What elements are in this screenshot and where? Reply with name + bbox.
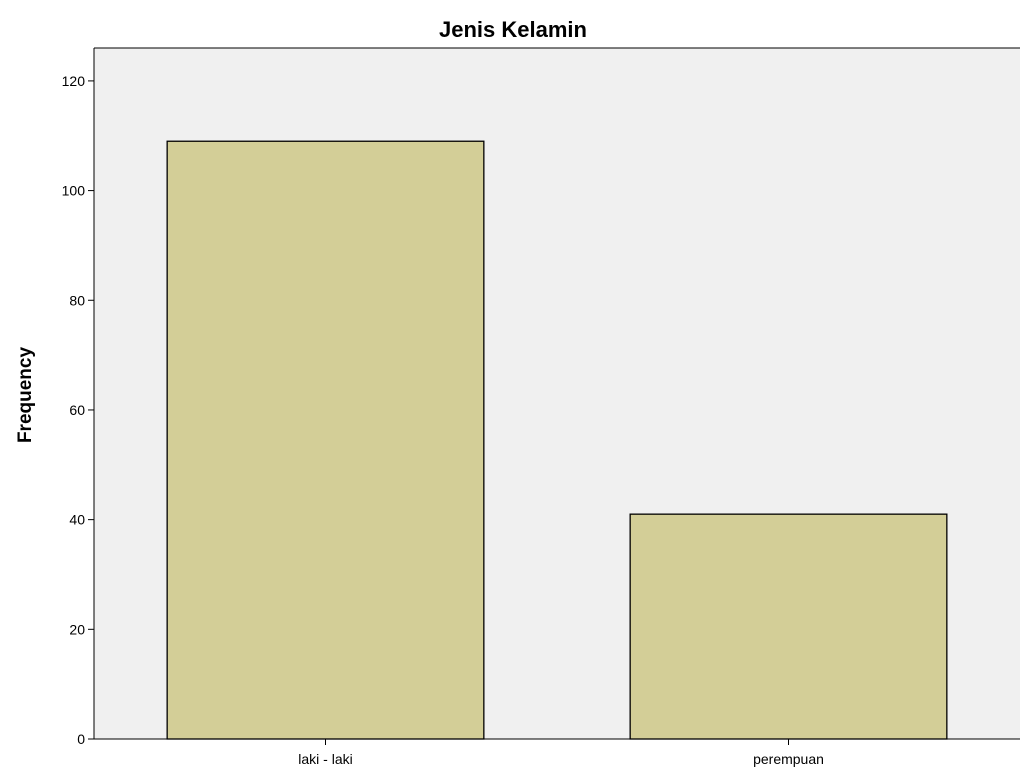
y-tick-label: 80 [69,292,85,308]
y-axis-label: Frequency [15,347,36,444]
axes-layer [93,47,1020,740]
x-ticks: laki - laki perempuan [298,739,824,767]
y-tick-label: 20 [69,621,85,637]
bar [629,513,948,740]
bar [166,140,485,740]
chart-title: Jenis Kelamin [439,17,587,42]
y-ticks: 0 20 40 60 80 100 120 [62,73,94,747]
x-tick-label: laki - laki [298,751,352,767]
y-tick-label: 40 [69,512,85,528]
bars-layer [166,140,948,740]
y-tick-label: 0 [77,731,85,747]
y-tick-label: 100 [62,183,86,199]
y-tick-label: 60 [69,402,85,418]
y-tick-label: 120 [62,73,86,89]
x-tick-label: perempuan [753,751,824,767]
